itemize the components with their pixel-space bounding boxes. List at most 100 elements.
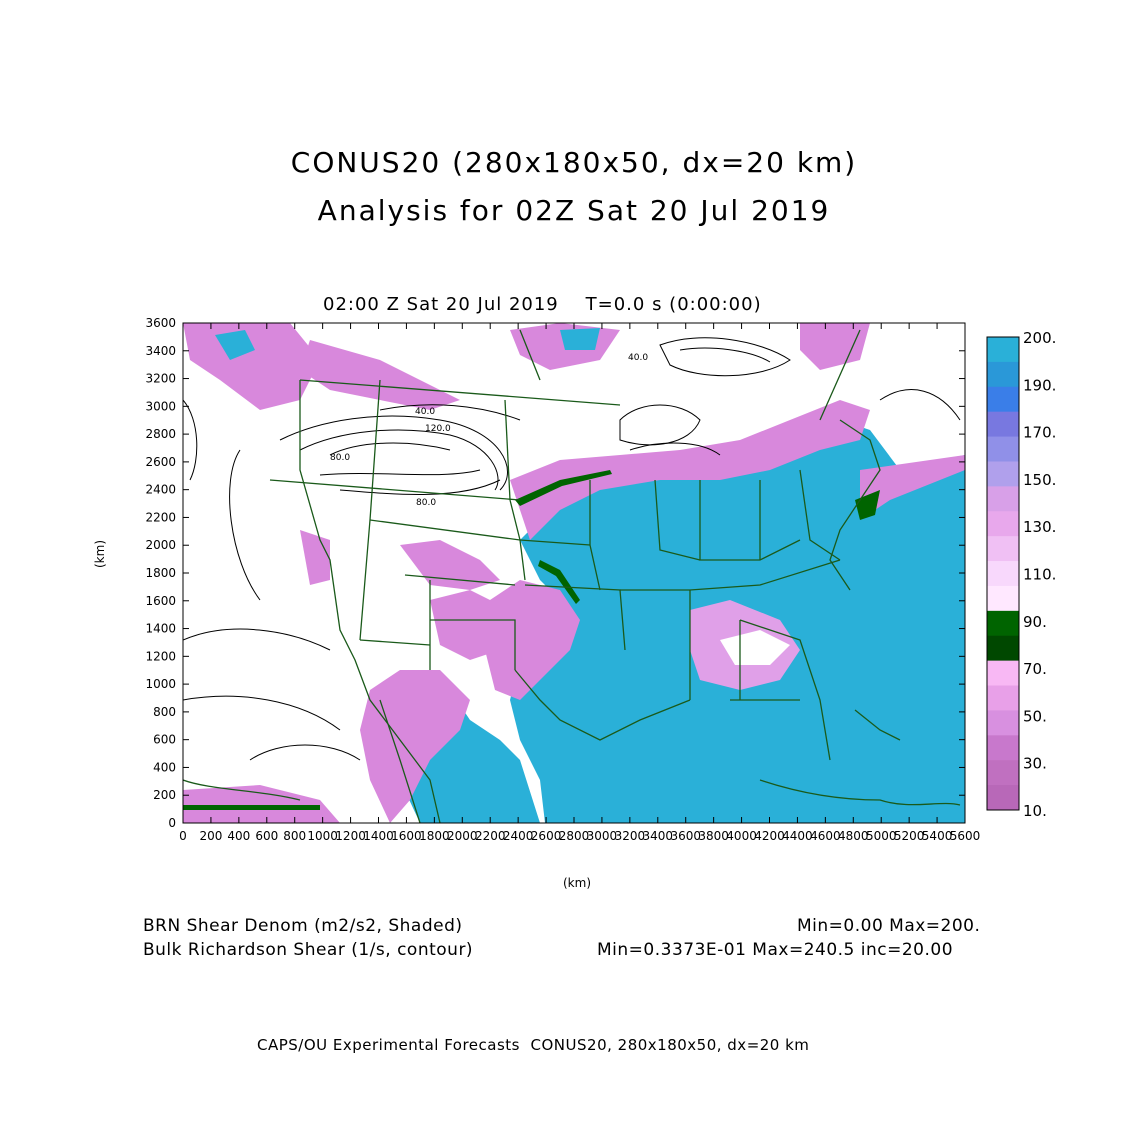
colorbar-swatch	[987, 337, 1019, 363]
y-tick-label: 3000	[145, 399, 176, 413]
x-tick-label: 3400	[643, 829, 674, 843]
shaded-field-stats: Min=0.00 Max=200.	[797, 916, 981, 936]
colorbar-swatch	[987, 511, 1019, 537]
contour-lines	[183, 337, 961, 761]
x-tick-label: 2000	[447, 829, 478, 843]
x-tick-label: 3800	[698, 829, 729, 843]
contour-label: 120.0	[425, 424, 451, 434]
colorbar-label: 130.	[1023, 518, 1056, 536]
shaded-field	[183, 323, 965, 823]
y-tick-label: 1800	[145, 566, 176, 580]
colorbar-label: 170.	[1023, 424, 1056, 442]
colorbar-swatch	[987, 635, 1019, 662]
x-tick-label: 4000	[726, 829, 757, 843]
y-tick-label: 3400	[145, 344, 176, 358]
x-tick-label: 2600	[531, 829, 562, 843]
colorbar-swatch	[987, 486, 1019, 512]
x-tick-label: 3000	[587, 829, 618, 843]
contour-field-label: Bulk Richardson Shear (1/s, contour)	[143, 940, 474, 960]
colorbar-swatch	[987, 610, 1019, 637]
x-tick-label: 2200	[475, 829, 506, 843]
x-tick-label: 1000	[307, 829, 338, 843]
y-tick-labels: 0 200 400 600 800 1000 1200 1400 1600 1800 2000 220…	[145, 316, 176, 830]
x-axis-label: (km)	[563, 876, 592, 890]
y-tick-label: 2600	[145, 455, 176, 469]
x-tick-label: 800	[283, 829, 306, 843]
credit-line: CAPS/OU Experimental Forecasts CONUS20, …	[257, 1036, 810, 1054]
y-tick-label: 1200	[145, 649, 176, 663]
x-tick-label: 1200	[335, 829, 366, 843]
y-tick-label: 0	[168, 816, 176, 830]
colorbar-label: 200.	[1023, 329, 1056, 347]
x-tick-label: 5000	[866, 829, 897, 843]
y-axis-label: (km)	[93, 539, 107, 568]
contour-value-labels: 40.0 120.0 80.0 80.0 40.0	[330, 353, 648, 508]
colorbar-label: 30.	[1023, 755, 1047, 773]
colorbar-label: 190.	[1023, 376, 1056, 394]
x-tick-label: 1400	[363, 829, 394, 843]
colorbar-swatch	[987, 585, 1019, 612]
contour-label: 80.0	[416, 498, 436, 508]
x-tick-label: 5400	[922, 829, 953, 843]
y-tick-label: 200	[153, 788, 176, 802]
colorbar-swatch	[987, 561, 1019, 587]
colorbar-label: 150.	[1023, 471, 1056, 489]
colorbar-swatch	[987, 461, 1019, 487]
x-tick-label: 3200	[615, 829, 646, 843]
y-tick-label: 3600	[145, 316, 176, 330]
colorbar-swatch	[987, 436, 1019, 462]
colorbar-frame	[986, 336, 1020, 811]
y-tick-label: 2800	[145, 427, 176, 441]
y-tick-label: 1600	[145, 594, 176, 608]
shaded-field-label: BRN Shear Denom (m2/s2, Shaded)	[143, 916, 463, 936]
y-tick-label: 3200	[145, 372, 176, 386]
y-tick-label: 2000	[145, 538, 176, 552]
x-tick-label: 4400	[782, 829, 813, 843]
colorbar-swatch	[987, 785, 1019, 811]
title-line-1: CONUS20 (280x180x50, dx=20 km)	[290, 146, 858, 179]
colorbar-label: 10.	[1023, 802, 1047, 820]
colorbar-swatch	[987, 710, 1019, 736]
x-tick-label: 1600	[391, 829, 422, 843]
colorbar-swatch	[987, 536, 1019, 562]
y-tick-label: 1400	[145, 622, 176, 636]
x-tick-label: 3600	[670, 829, 701, 843]
contour-label: 40.0	[415, 407, 435, 417]
axis-ticks	[182, 322, 966, 824]
x-tick-label: 0	[179, 829, 187, 843]
colorbar-swatch	[987, 660, 1019, 687]
colorbar-swatch	[987, 361, 1019, 388]
title-line-2: Analysis for 02Z Sat 20 Jul 2019	[317, 194, 831, 227]
y-tick-label: 2400	[145, 483, 176, 497]
x-tick-label: 4800	[838, 829, 869, 843]
y-tick-label: 800	[153, 705, 176, 719]
x-tick-label: 4200	[754, 829, 785, 843]
colorbar-swatch	[987, 685, 1019, 711]
x-tick-label: 5200	[894, 829, 925, 843]
colorbar-swatch	[987, 386, 1019, 413]
x-tick-label: 200	[199, 829, 222, 843]
y-tick-label: 1000	[145, 677, 176, 691]
x-tick-label: 2800	[559, 829, 590, 843]
colorbar-label: 110.	[1023, 566, 1056, 584]
x-tick-label: 2400	[503, 829, 534, 843]
colorbar-labels: 200. 190. 170. 150. 130. 110. 90. 70. 50. 30. 10.	[1023, 329, 1056, 820]
y-tick-label: 600	[153, 733, 176, 747]
colorbar-swatch	[987, 411, 1019, 438]
x-tick-label: 5600	[950, 829, 981, 843]
contour-field-stats: Min=0.3373E-01 Max=240.5 inc=20.00	[597, 940, 954, 960]
contour-label: 80.0	[330, 453, 350, 463]
x-tick-labels: 0 200 400 600 800 100012001400160018002000220…	[179, 829, 980, 843]
map-boundaries	[183, 329, 961, 823]
contour-label: 40.0	[628, 353, 648, 363]
colorbar-swatch	[987, 760, 1019, 786]
y-tick-label: 2200	[145, 510, 176, 524]
x-tick-label: 600	[255, 829, 278, 843]
x-tick-label: 1800	[419, 829, 450, 843]
x-tick-label: 4600	[810, 829, 841, 843]
colorbar-swatch	[987, 735, 1019, 761]
colorbar-label: 70.	[1023, 660, 1047, 678]
valid-time-label: 02:00 Z Sat 20 Jul 2019 T=0.0 s (0:00:00…	[323, 294, 762, 315]
colorbar-label: 90.	[1023, 613, 1047, 631]
